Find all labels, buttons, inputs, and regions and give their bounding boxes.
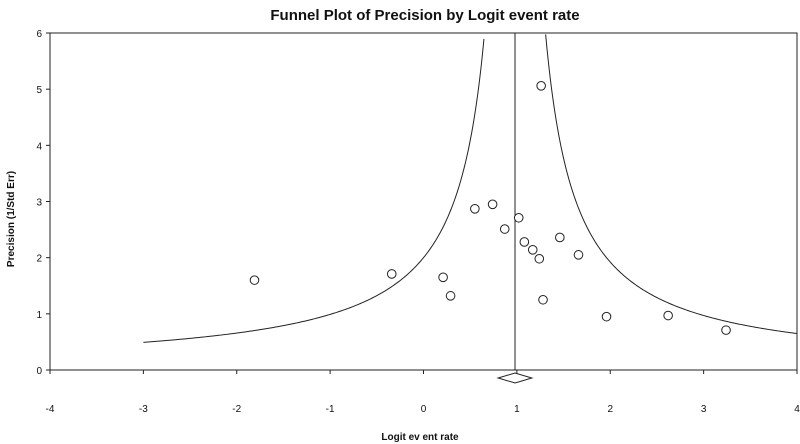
study-point [386,269,397,279]
y-tick-label: 6 [36,29,42,40]
x-axis-label: Logit ev ent rate [381,432,459,443]
study-point [601,311,612,322]
y-tick-label: 1 [36,310,42,321]
study-point [438,272,448,283]
study-point [721,325,731,335]
points-layer [249,80,731,335]
x-tick-label: 0 [421,404,427,415]
y-axis-label: Precision (1/Std Err) [6,171,17,267]
study-point [499,224,510,234]
study-point [445,291,456,301]
y-axis-ticks: 0 1 2 3 4 5 6 [36,29,50,377]
study-point [470,204,480,214]
study-point [527,245,538,255]
y-tick-label: 4 [36,141,42,152]
x-tick-label: -1 [326,404,335,415]
study-point [519,237,530,247]
study-point [573,250,584,260]
study-point [663,310,673,321]
study-point [249,275,260,285]
study-point [487,199,498,210]
study-point [538,294,548,305]
study-point [555,232,565,243]
study-point [536,80,546,91]
x-tick-label: 4 [794,404,800,415]
y-tick-label: 2 [36,254,42,265]
y-tick-label: 3 [36,198,42,209]
y-tick-label: 0 [36,366,42,377]
study-point [534,253,545,264]
x-tick-label: -3 [139,404,148,415]
x-tick-label: 2 [607,404,613,415]
study-point [513,212,524,223]
funnel-layer [143,33,798,384]
x-tick-label: 3 [701,404,707,415]
x-tick-label: 1 [514,404,520,415]
x-axis-ticks: -4 -3 -2 -1 0 1 2 3 4 [46,370,800,415]
combined-estimate-diamond [496,372,534,384]
x-tick-label: -4 [46,404,55,415]
chart-title: Funnel Plot of Precision by Logit event … [270,7,579,24]
y-tick-label: 5 [36,85,42,96]
x-tick-label: -2 [232,404,241,415]
plot-area-frame [49,32,798,371]
funnel-right-limit [545,34,798,335]
funnel-left-limit [143,38,485,343]
